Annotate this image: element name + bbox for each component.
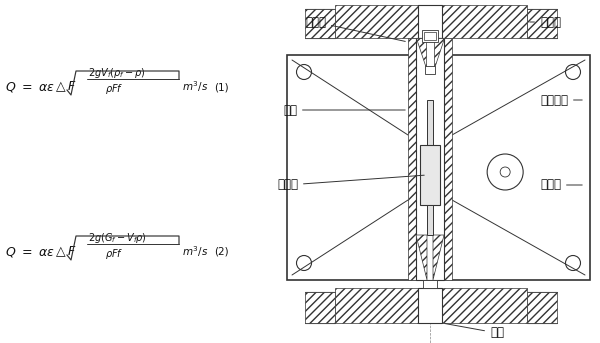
Bar	[305, 292, 335, 323]
Polygon shape	[433, 235, 444, 280]
Bar	[305, 9, 335, 38]
Text: 导向管: 导向管	[277, 175, 424, 191]
Text: $Q\ =\ \alpha\varepsilon$: $Q\ =\ \alpha\varepsilon$	[5, 245, 55, 259]
Bar	[427, 205, 433, 235]
Text: 随动系统: 随动系统	[540, 94, 582, 106]
Text: 浮子: 浮子	[283, 104, 405, 117]
Bar	[427, 100, 433, 145]
Bar	[418, 288, 442, 323]
Text: (2): (2)	[214, 247, 229, 257]
Text: $Q\ =\ \alpha\varepsilon$: $Q\ =\ \alpha\varepsilon$	[5, 80, 55, 94]
Bar	[527, 292, 557, 323]
Text: $2gV_f(\rho_f - \rho)$: $2gV_f(\rho_f - \rho)$	[88, 66, 146, 80]
Text: 锥形管: 锥形管	[540, 178, 582, 191]
Text: $2g(G_f - V_{f}\rho)$: $2g(G_f - V_{f}\rho)$	[88, 231, 147, 245]
Bar	[424, 32, 436, 40]
Text: 入口: 入口	[445, 323, 504, 340]
Bar	[335, 288, 418, 323]
Bar	[442, 288, 527, 323]
Bar	[423, 280, 437, 288]
Bar	[422, 30, 438, 42]
Bar	[335, 5, 418, 38]
Text: $\triangle F$: $\triangle F$	[53, 245, 77, 259]
Bar	[408, 38, 416, 280]
Bar	[527, 9, 557, 38]
Text: $m^3/s$: $m^3/s$	[182, 80, 208, 94]
Bar	[420, 145, 440, 205]
Text: $\rho Ff$: $\rho Ff$	[105, 82, 124, 96]
Text: $m^3/s$: $m^3/s$	[182, 245, 208, 259]
Polygon shape	[416, 235, 427, 280]
Text: $\rho Ff$: $\rho Ff$	[105, 247, 124, 261]
Bar	[416, 38, 444, 280]
Text: $\triangle F$: $\triangle F$	[53, 80, 77, 94]
Bar	[444, 38, 452, 280]
Polygon shape	[416, 38, 426, 68]
Bar	[425, 66, 435, 74]
Polygon shape	[434, 38, 444, 68]
Bar	[418, 5, 442, 38]
Text: 显示器: 显示器	[305, 15, 405, 42]
Text: (1): (1)	[214, 82, 229, 92]
Bar	[442, 5, 527, 38]
Text: 测量管: 测量管	[530, 15, 561, 28]
Bar	[287, 55, 590, 280]
